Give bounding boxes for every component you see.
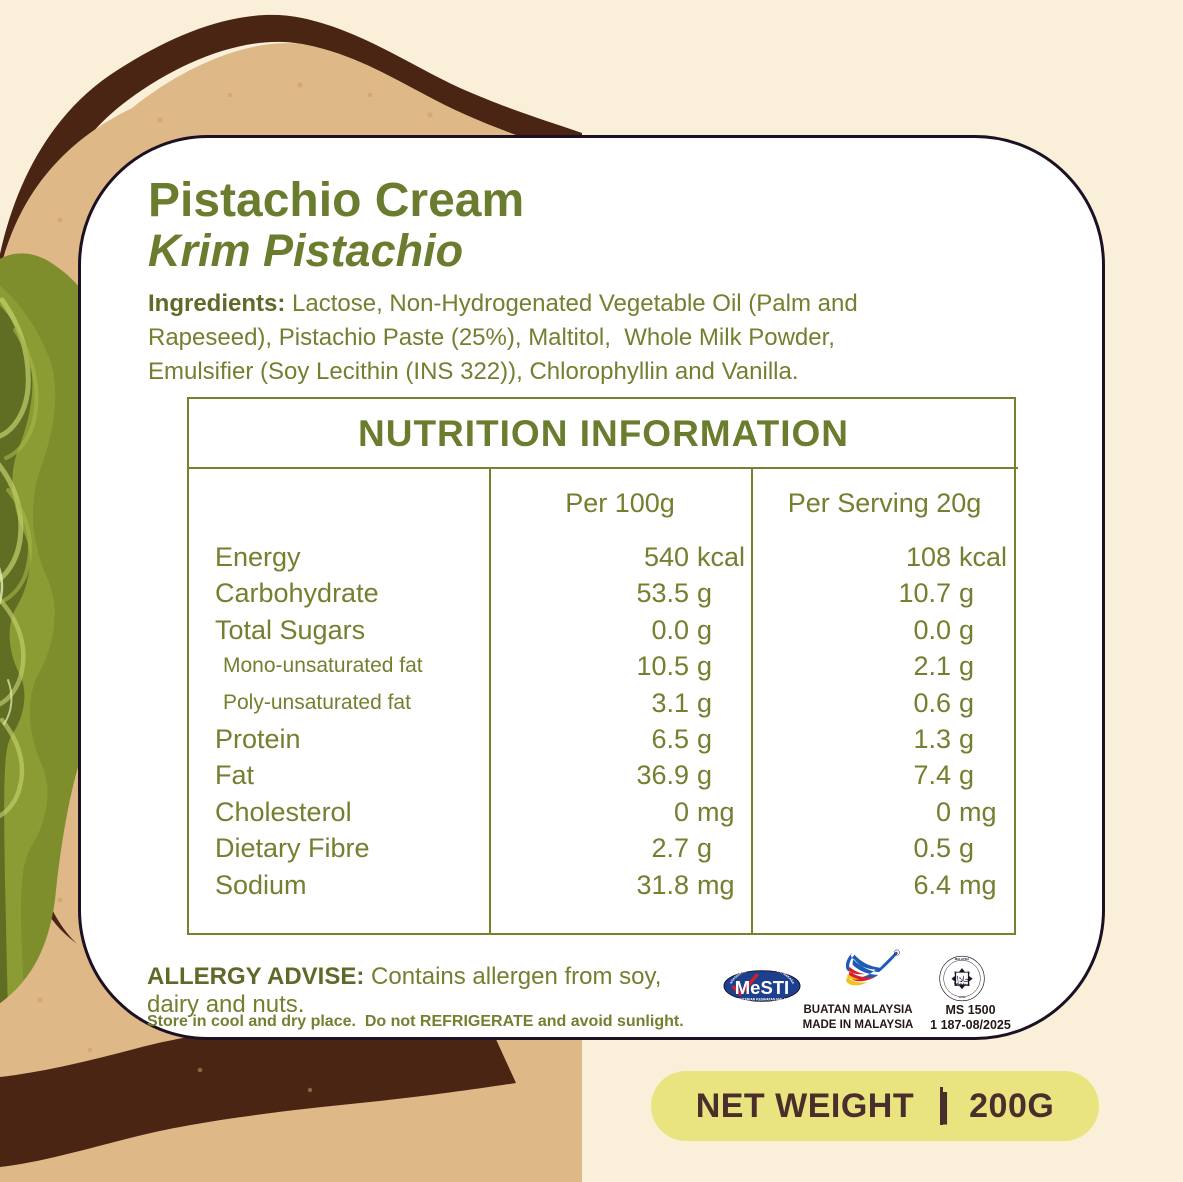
- svg-text:MeSTI: MeSTI: [735, 977, 789, 998]
- svg-text:KEMENTERIAN KESIHATAN MALAYSIA: KEMENTERIAN KESIHATAN MALAYSIA: [731, 998, 794, 1002]
- svg-text:®: ®: [896, 951, 899, 955]
- svg-text:حلال: حلال: [953, 972, 970, 988]
- svg-text:MALAYSIA: MALAYSIA: [955, 957, 969, 961]
